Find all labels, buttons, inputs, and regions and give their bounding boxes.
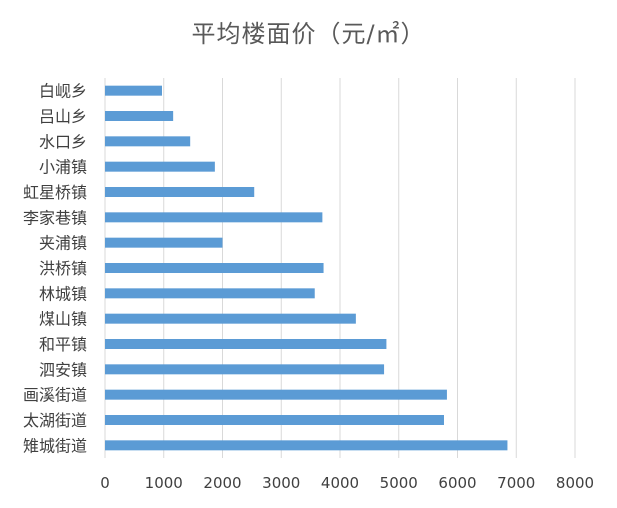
bar-12	[105, 390, 447, 400]
bar-2	[105, 136, 190, 146]
bar-5	[105, 212, 322, 222]
x-tick-label: 5000	[380, 474, 418, 492]
category-labels: 白岘乡吕山乡水口乡小浦镇虹星桥镇李家巷镇夹浦镇洪桥镇林城镇煤山镇和平镇泗安镇画溪…	[23, 82, 87, 456]
category-label: 雉城街道	[23, 436, 87, 455]
x-tick-label: 1000	[145, 474, 183, 492]
bar-7	[105, 263, 324, 273]
bar-3	[105, 162, 215, 172]
x-tick-label: 8000	[556, 474, 594, 492]
bar-9	[105, 314, 356, 324]
bar-11	[105, 364, 384, 374]
category-label: 煤山镇	[39, 310, 87, 329]
category-label: 吕山乡	[39, 107, 87, 126]
category-label: 李家巷镇	[23, 208, 87, 227]
x-tick-label: 2000	[203, 474, 241, 492]
category-label: 小浦镇	[39, 158, 87, 177]
x-tick-label: 0	[100, 474, 110, 492]
x-tick-label: 3000	[262, 474, 300, 492]
bar-1	[105, 111, 173, 121]
category-label: 虹星桥镇	[23, 183, 87, 202]
bar-10	[105, 339, 386, 349]
x-tick-label: 6000	[438, 474, 476, 492]
bar-8	[105, 288, 315, 298]
category-label: 泗安镇	[39, 360, 87, 379]
x-tick-label: 4000	[321, 474, 359, 492]
bar-0	[105, 86, 162, 96]
category-label: 和平镇	[39, 335, 87, 354]
category-label: 林城镇	[39, 284, 87, 303]
bar-14	[105, 440, 507, 450]
category-label: 夹浦镇	[39, 234, 87, 253]
bar-13	[105, 415, 444, 425]
category-label: 太湖街道	[23, 411, 87, 430]
category-label: 洪桥镇	[39, 259, 87, 278]
category-label: 白岘乡	[39, 82, 87, 101]
x-axis-tick-labels: 0 1000 2000 3000 4000 5000 6000 7000 8000	[100, 474, 594, 492]
x-tick-label: 7000	[497, 474, 535, 492]
bars	[105, 86, 507, 451]
category-label: 画溪街道	[23, 386, 87, 405]
bar-6	[105, 238, 223, 248]
category-label: 水口乡	[39, 132, 87, 151]
bar-4	[105, 187, 254, 197]
